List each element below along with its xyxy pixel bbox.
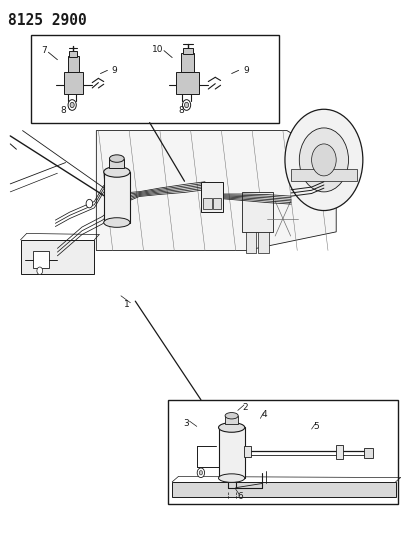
- Text: 8125 2900: 8125 2900: [8, 13, 87, 28]
- Text: 5: 5: [312, 422, 318, 431]
- Circle shape: [299, 128, 348, 192]
- Text: 9: 9: [243, 66, 248, 75]
- Bar: [69, 51, 77, 57]
- Bar: [172, 482, 395, 497]
- Bar: [181, 53, 194, 72]
- Circle shape: [86, 199, 92, 208]
- Bar: [200, 182, 223, 212]
- Text: 6: 6: [236, 492, 242, 501]
- Ellipse shape: [103, 217, 130, 227]
- Bar: [290, 169, 356, 181]
- Bar: [63, 72, 83, 94]
- Circle shape: [37, 267, 43, 274]
- Circle shape: [311, 144, 335, 176]
- Bar: [67, 56, 79, 72]
- Ellipse shape: [218, 423, 244, 432]
- Circle shape: [199, 471, 202, 475]
- Ellipse shape: [218, 474, 244, 482]
- Bar: [176, 72, 198, 94]
- Circle shape: [284, 109, 362, 211]
- Bar: [218, 427, 244, 478]
- Bar: [258, 232, 268, 253]
- Bar: [20, 240, 94, 274]
- Bar: [243, 446, 251, 457]
- Circle shape: [68, 100, 76, 110]
- Bar: [202, 198, 211, 209]
- Circle shape: [182, 100, 190, 110]
- Bar: [103, 172, 130, 223]
- Text: 1: 1: [124, 301, 130, 309]
- Bar: [225, 416, 238, 424]
- Bar: [245, 232, 256, 253]
- Text: 8: 8: [61, 106, 66, 115]
- Bar: [33, 251, 49, 268]
- Bar: [109, 159, 124, 168]
- Circle shape: [70, 102, 74, 108]
- Ellipse shape: [109, 155, 124, 162]
- Text: 2: 2: [242, 403, 247, 412]
- Bar: [335, 445, 342, 459]
- Text: 7: 7: [41, 46, 47, 55]
- Bar: [31, 35, 278, 123]
- Circle shape: [197, 468, 204, 478]
- Text: 10: 10: [152, 45, 163, 53]
- Text: 3: 3: [183, 419, 189, 428]
- Bar: [363, 448, 372, 458]
- Text: 9: 9: [111, 66, 117, 75]
- Text: 8: 8: [178, 106, 184, 115]
- Bar: [168, 400, 397, 504]
- Ellipse shape: [225, 413, 238, 419]
- Circle shape: [184, 102, 188, 108]
- Bar: [213, 198, 221, 209]
- Polygon shape: [96, 131, 335, 251]
- Bar: [241, 192, 272, 232]
- Bar: [182, 48, 192, 54]
- Text: 4: 4: [261, 410, 267, 419]
- Ellipse shape: [103, 166, 130, 177]
